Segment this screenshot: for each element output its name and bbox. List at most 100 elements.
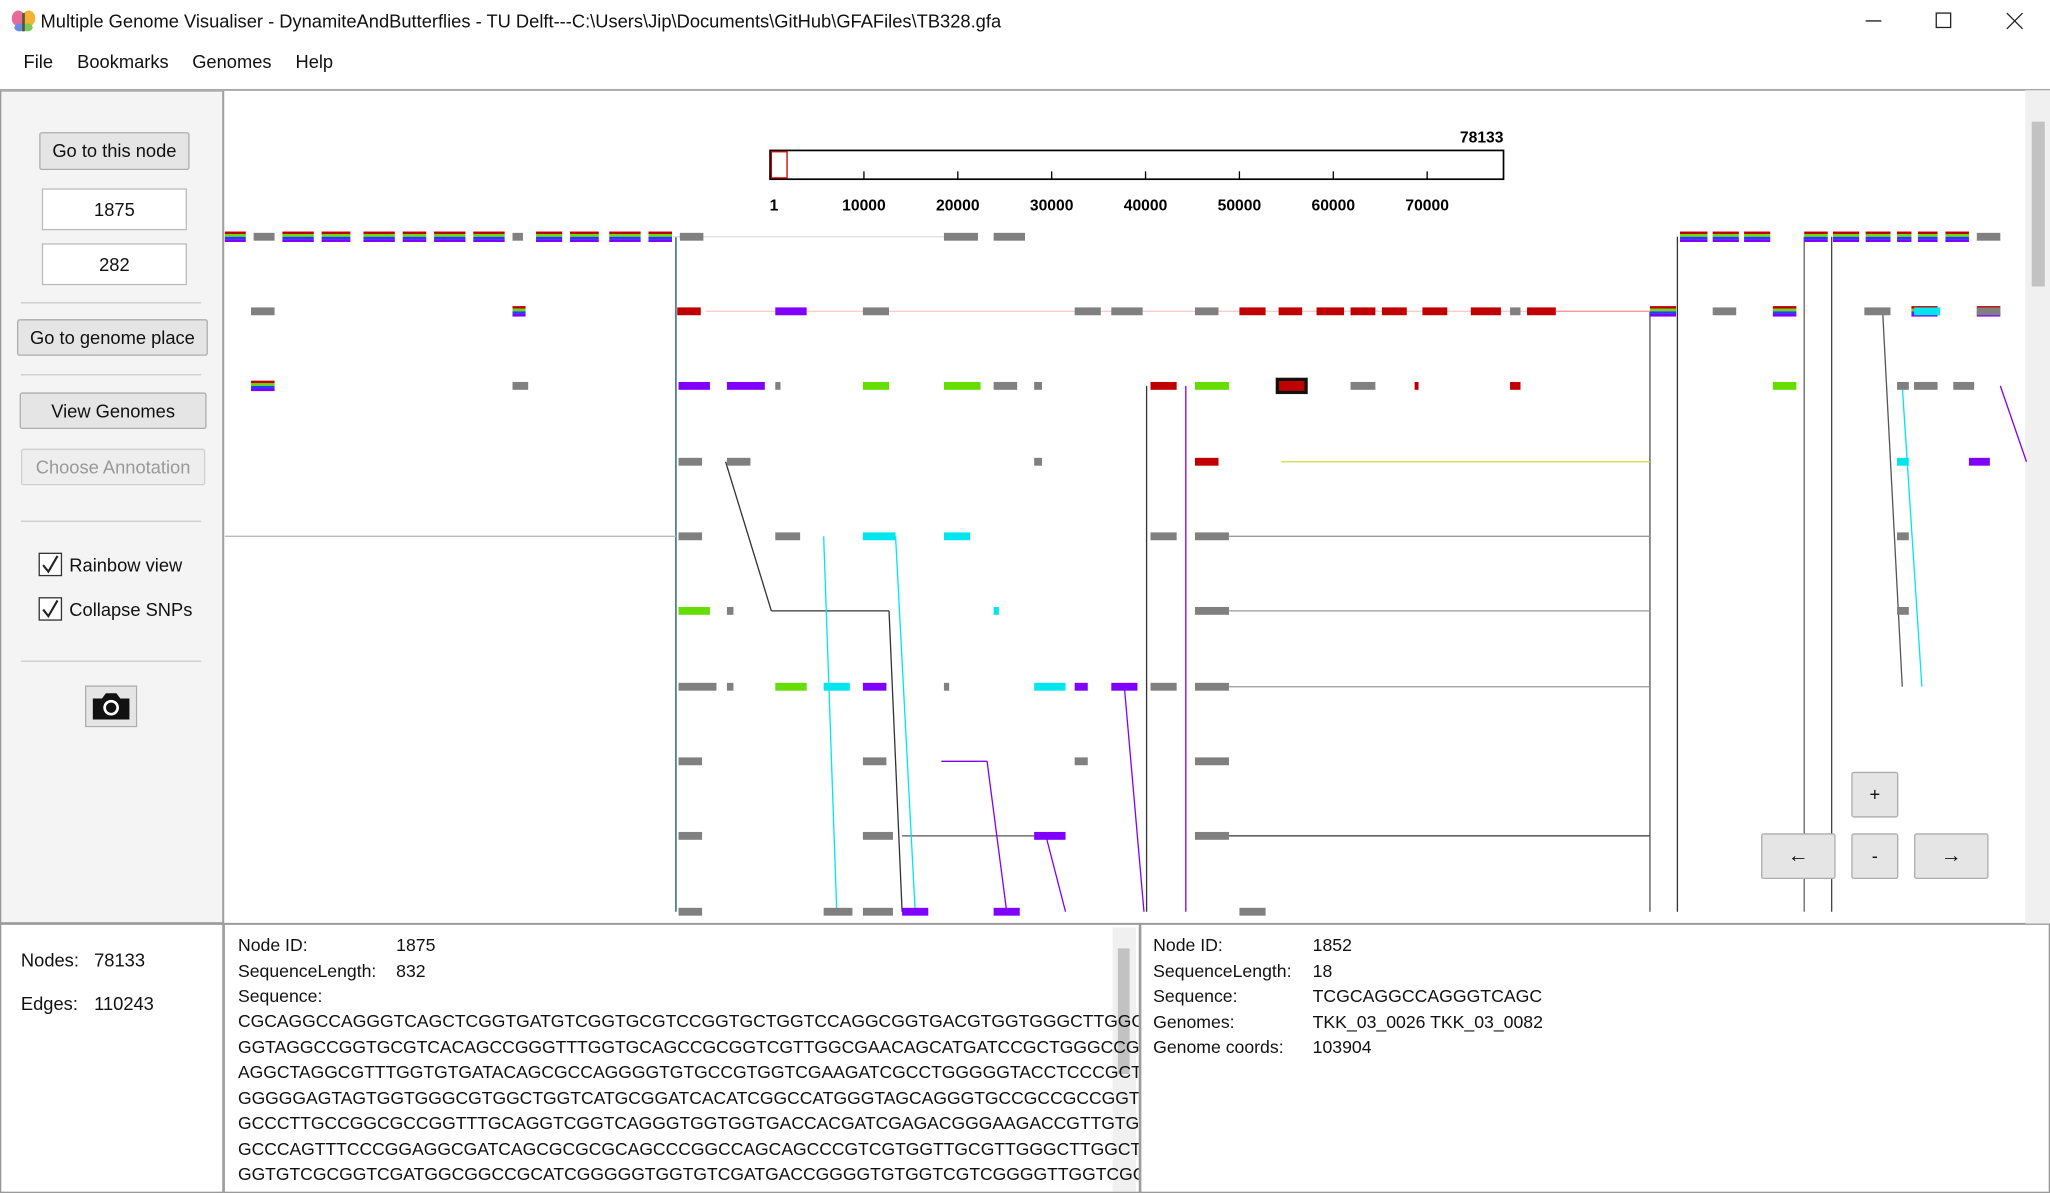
graph-node: [1074, 682, 1088, 691]
graph-node: [775, 307, 807, 316]
graph-node: [1953, 381, 1975, 390]
collapse-checkbox[interactable]: [38, 596, 64, 622]
genome-node: [402, 236, 427, 240]
genome-node: [648, 239, 673, 242]
sequence-line: GCCCAGTTTCCCGGAGGCGATCAGCGCGCGCAGCCCGGCC…: [237, 1138, 1141, 1159]
zoom-in-button[interactable]: +: [1851, 771, 1899, 818]
graph-node: [775, 532, 801, 541]
genome-node: [1744, 231, 1771, 235]
genome-node: [512, 313, 526, 317]
ruler-viewport: [770, 151, 788, 179]
menu-item[interactable]: Help: [295, 51, 334, 72]
genome-node: [536, 236, 563, 240]
graph-node: [1897, 381, 1909, 390]
genome-node: [570, 231, 599, 235]
genome-node: [1976, 313, 2001, 317]
genome-node: [1865, 234, 1891, 237]
pan-left-button[interactable]: ←: [1761, 833, 1836, 880]
edge: [724, 461, 772, 612]
ruler-label: 10000: [842, 198, 886, 215]
genome-node: [1804, 231, 1828, 235]
node-input[interactable]: 1875: [41, 188, 187, 231]
genome-node: [1897, 236, 1912, 240]
ruler-label: 60000: [1311, 198, 1355, 215]
graph-node: [1150, 682, 1177, 691]
graph-node: [1074, 757, 1088, 766]
genome-node: [1772, 313, 1797, 317]
graph-node: [943, 381, 981, 390]
screenshot-button[interactable]: [84, 685, 138, 728]
graph-node: [512, 381, 529, 390]
window-controls[interactable]: [1850, 0, 2050, 43]
genome-node: [1832, 231, 1860, 235]
genome-node: [648, 231, 673, 235]
edge: [1882, 311, 1903, 687]
graph-node: [678, 457, 703, 466]
genome-node: [1712, 231, 1739, 235]
genome-node: [1865, 231, 1891, 235]
go-node-button[interactable]: Go to this node: [39, 132, 190, 171]
graph-node: [1034, 682, 1066, 691]
graph-node: [1194, 457, 1219, 466]
menu-item[interactable]: Genomes: [192, 51, 272, 72]
node-info-right: Node ID: 1852 SequenceLength: 18 Sequence: TC…: [1140, 923, 2050, 1193]
graph-node: [1194, 757, 1229, 766]
graph-node: [1239, 907, 1266, 916]
genome-node: [1804, 236, 1828, 240]
genome-node: [434, 231, 466, 235]
separator: [20, 660, 202, 662]
graph-node: [1034, 457, 1042, 466]
go-genome-button[interactable]: Go to genome place: [16, 319, 208, 356]
pan-right-button[interactable]: →: [1914, 833, 1989, 880]
rainbow-checkbox[interactable]: [38, 552, 64, 578]
genome-node: [1680, 236, 1708, 240]
genome-node: [609, 231, 641, 235]
genome-node: [1832, 234, 1860, 237]
graph-node: [1968, 457, 1990, 466]
graph-node: [1976, 307, 2001, 316]
radius-input[interactable]: 282: [41, 243, 187, 286]
scroll-thumb[interactable]: [2031, 121, 2045, 287]
graph-canvas[interactable]: 78133 1 10000 20000 30000 40000 50000 60000 7000…: [223, 90, 2050, 924]
genome-node: [224, 231, 246, 235]
genome-node: [1680, 231, 1708, 235]
genome-node: [251, 385, 275, 389]
graph-node: [993, 381, 1018, 390]
genome-node: [282, 239, 314, 242]
info-value: TKK_03_0026 TKK_03_0082: [1312, 1011, 1543, 1032]
zoom-out-button[interactable]: -: [1851, 833, 1899, 880]
genome-node: [1945, 234, 1969, 237]
menu-item[interactable]: Bookmarks: [77, 51, 169, 72]
genome-node: [1804, 234, 1828, 237]
genome-node: [570, 236, 599, 240]
scroll-thumb[interactable]: [1117, 948, 1130, 1074]
graph-node: [251, 307, 275, 316]
separator: [20, 302, 202, 304]
genome-node: [473, 236, 505, 240]
genome-node: [1649, 308, 1677, 312]
genome-node: [224, 236, 246, 240]
genome-node: [1832, 239, 1860, 242]
genome-node: [282, 236, 314, 240]
graph-node: [726, 381, 765, 390]
graph-node: [1897, 532, 1909, 541]
genome-node: [609, 234, 641, 237]
graph-node: [1897, 606, 1909, 615]
graph-node: [1316, 307, 1345, 316]
graph-node: [943, 232, 978, 241]
graph-node: [678, 831, 703, 840]
menu-item[interactable]: File: [23, 51, 54, 72]
genome-node: [1649, 306, 1677, 309]
node-info-left: Node ID: 1875 SequenceLength: 832 Sequence: C…: [223, 923, 1141, 1193]
genome-node: [1911, 313, 1938, 317]
genome-node: [1945, 231, 1969, 235]
genome-node: [321, 234, 351, 237]
graph-node: [679, 232, 704, 241]
graph-node: [1914, 381, 1938, 390]
view-genomes-button[interactable]: View Genomes: [19, 392, 207, 430]
genome-node: [512, 306, 526, 309]
ruler-label: 50000: [1218, 198, 1262, 215]
graph-node: [678, 606, 710, 615]
genome-node: [473, 234, 505, 237]
genome-node: [434, 234, 466, 237]
